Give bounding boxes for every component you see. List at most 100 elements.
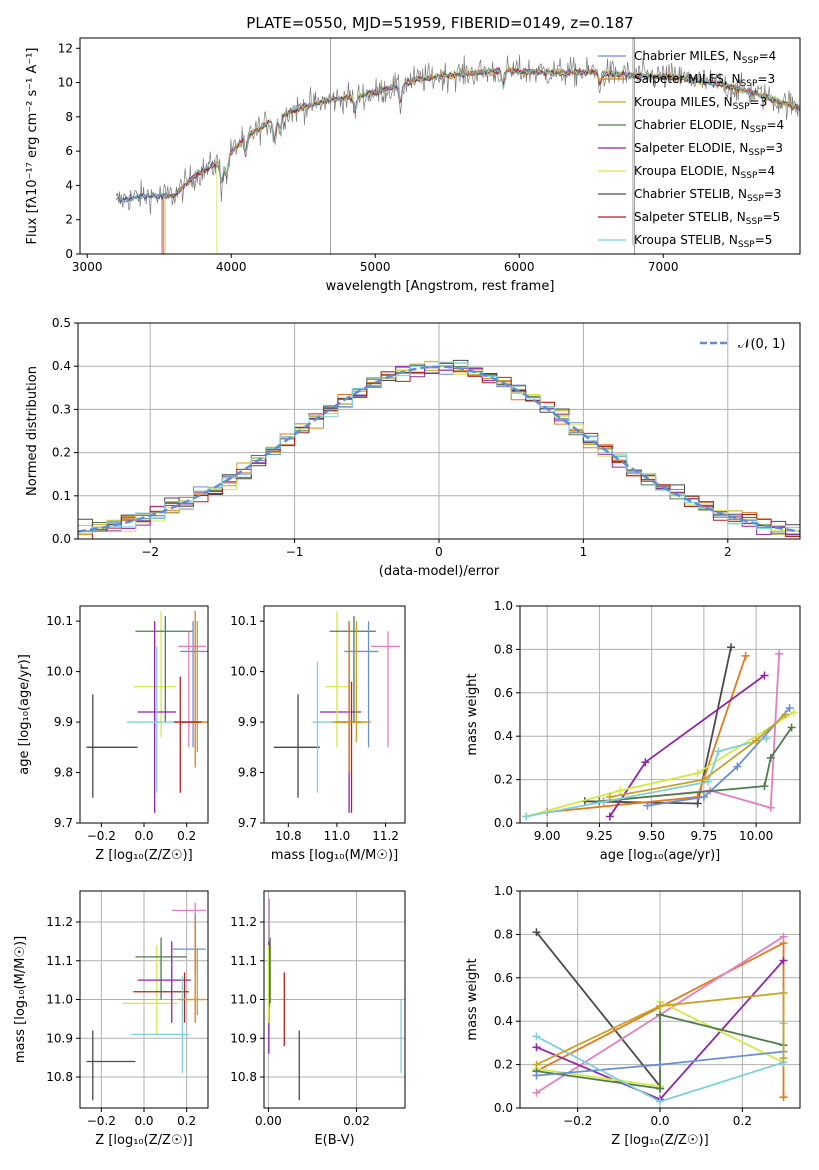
x-tick-label: −0.2 [87,1114,116,1128]
weight-point [656,1097,664,1106]
weight-line [547,655,747,813]
plot-area [86,902,208,1101]
weight-line [526,737,767,818]
weight-vs-metallicity-panel: −0.2 0.0 0.2 0.0 0.2 0.4 0.6 0.8 1.0 Z [log₁₀(Z/Z… [465,884,801,1148]
x-tick-label: 0.2 [733,1114,752,1128]
weight-line [526,711,795,818]
x-tick-label: 11.0 [324,829,351,843]
weight-point [656,1010,664,1019]
y-tick-label: 0.0 [494,816,513,830]
legend-subscript: SSP [747,194,764,204]
figure-title: PLATE=0550, MJD=51959, FIBERID=0149, z=0… [246,14,633,32]
weight-point [656,1084,664,1093]
model-spectrum-line [119,67,800,202]
histogram-step [78,361,800,537]
weight-point [775,649,784,658]
x-tick-label: 11.2 [372,829,399,843]
x-axis-label: mass [log₁₀(M/M☉)] [271,848,398,863]
y-axis-label: age [log₁₀(age/yr)] [17,654,32,775]
legend-entry: Chabrier MILES, NSSP=4 [634,49,776,66]
x-tick-label: 6000 [504,260,535,274]
legend-entry: Salpeter ELODIE, NSSP=3 [634,141,783,158]
x-tick-label: 0 [435,545,443,559]
x-tick-label: 0.2 [177,1114,196,1128]
weight-point [779,1093,788,1102]
x-tick-label: 2 [724,545,732,559]
weight-point [766,753,775,762]
y-tick-label: 0.2 [494,773,513,787]
y-tick-label: 0.2 [494,1058,513,1072]
y-tick-label: 10.1 [46,614,73,628]
weight-point [532,1043,541,1052]
plot-area [267,898,402,1101]
y-tick-label: 0.0 [52,532,71,546]
legend-suffix: =3 [757,72,775,86]
x-tick-label: 7000 [648,260,679,274]
y-tick-label: 4 [65,178,73,192]
legend-subscript: SSP [746,217,763,227]
x-axis-label: E(B-V) [314,1133,354,1148]
y-tick-label: 0.4 [494,1014,513,1028]
y-tick-label: 0 [65,247,73,261]
weight-point [605,792,614,801]
weight-point [693,769,702,778]
y-tick-label: 10.8 [230,1070,257,1084]
y-tick-label: 10.0 [46,665,73,679]
axes-frame [263,890,406,1109]
legend-suffix: =3 [764,187,782,201]
x-tick-label: 9.50 [638,829,665,843]
y-tick-label: 9.8 [54,766,73,780]
weight-point [787,723,796,732]
age-vs-mass-panel: 10.8 11.0 11.2 9.7 9.8 9.9 10.0 10.1 mass [log₁₀… [230,605,406,863]
y-tick-label: 8 [65,110,73,124]
weight-point [699,792,708,801]
legend-label: Chabrier ELODIE, N [634,118,750,132]
x-tick-label: 4000 [216,260,247,274]
weight-point [532,1060,541,1069]
x-tick-label: 3000 [72,260,103,274]
y-tick-label: 11.1 [46,954,73,968]
y-tick-label: 11.2 [46,915,73,929]
weight-point [779,1054,788,1063]
plot-area [532,928,788,1106]
legend-label: Salpeter STELIB, N [634,210,746,224]
legend-label: Kroupa STELIB, N [634,233,738,247]
histogram-step [78,362,800,539]
x-tick-label: 0.0 [134,829,153,843]
legend-entry: Chabrier ELODIE, NSSP=4 [634,118,784,135]
axes-frame [263,605,406,824]
legend-suffix: =4 [759,49,777,63]
y-tick-label: 0.3 [52,402,71,416]
y-tick-label: 10.1 [230,614,257,628]
plot-area [273,611,401,813]
axes-frame [79,37,801,255]
axes-frame [519,890,801,1109]
weight-point [779,932,788,941]
x-axis-label: Z [log₁₀(Z/Z☉)] [95,848,192,863]
x-tick-label: 9.00 [534,829,561,843]
y-axis-label: mass weight [465,958,480,1040]
y-tick-label: 6 [65,144,73,158]
weight-point [789,708,798,717]
weight-point [656,1002,664,1011]
legend-suffix: =4 [766,118,784,132]
x-tick-label: 0.00 [255,1114,282,1128]
y-tick-label: 9.9 [54,715,73,729]
legend-label: Salpeter MILES, N [634,72,741,86]
axes-frame [519,605,801,824]
weight-point [766,803,775,812]
weight-point [714,747,723,756]
y-tick-label: 9.7 [238,816,257,830]
legend-subscript: SSP [741,171,758,181]
x-tick-label: 0.2 [177,829,196,843]
weight-point [762,734,771,743]
weight-line [536,992,785,1066]
y-tick-label: 10.0 [230,665,257,679]
x-tick-label: −0.2 [87,829,116,843]
y-tick-label: 0.2 [52,446,71,460]
legend-label: Chabrier STELIB, N [634,187,747,201]
weight-point [741,651,750,660]
y-tick-label: 11.0 [46,993,73,1007]
y-tick-label: 0.1 [52,489,71,503]
